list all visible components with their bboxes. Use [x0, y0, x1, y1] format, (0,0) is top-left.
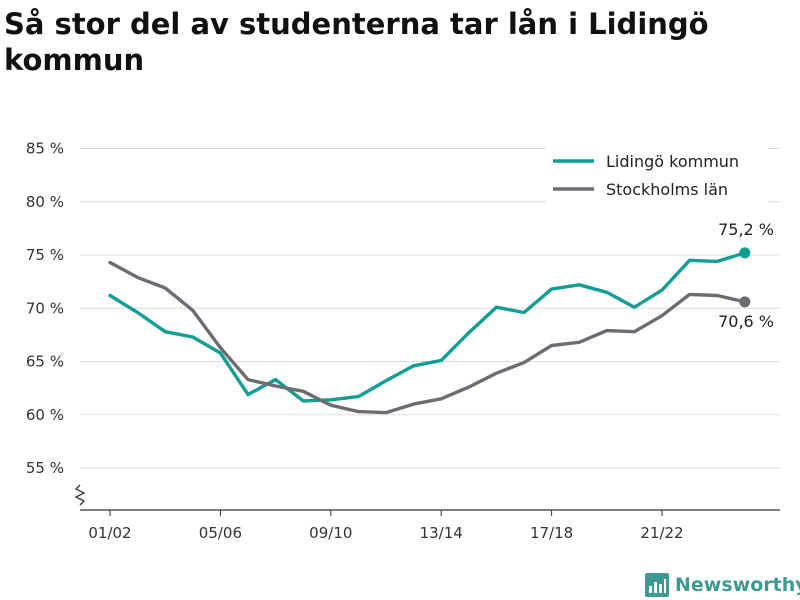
series-line-1 [108, 260, 747, 415]
series-line-0 [108, 251, 747, 403]
x-tick-label: 09/10 [309, 524, 352, 542]
brand-name: Newsworthy [675, 574, 800, 596]
legend-background [546, 146, 768, 204]
y-tick-label: 75 % [26, 246, 64, 264]
y-tick-label: 65 % [26, 353, 64, 371]
y-tick-label: 85 % [26, 140, 64, 158]
y-tick-label: 70 % [26, 299, 64, 317]
x-tick-label: 13/14 [420, 524, 463, 542]
axes: 55 % 60 % 65 % 70 % 75 % 80 % 85 % 01/02 05/06 09… [26, 140, 780, 542]
series-end-label-0: 75,2 % [718, 220, 774, 239]
legend-label-1: Stockholms län [606, 180, 728, 199]
x-tick-label: 05/06 [199, 524, 242, 542]
newsworthy-brand: Newsworthy [645, 570, 800, 600]
bar-chart-logo-icon [645, 573, 669, 597]
y-tick-label: 55 % [26, 459, 64, 477]
legend: Lidingö kommun Stockholms län [546, 146, 768, 204]
x-tick-label: 17/18 [530, 524, 573, 542]
x-tick-label: 21/22 [640, 524, 683, 542]
legend-label-0: Lidingö kommun [606, 152, 739, 171]
series-end-point-0 [739, 247, 751, 259]
chart-title: Så stor del av studenterna tar lån i Lid… [4, 7, 709, 77]
y-tick-label: 80 % [26, 193, 64, 211]
x-tick-label: 01/02 [88, 524, 131, 542]
axis-break-icon [74, 484, 86, 506]
series-end-point-1 [739, 296, 751, 308]
y-tick-label: 60 % [26, 406, 64, 424]
line-chart: 55 % 60 % 65 % 70 % 75 % 80 % 85 % 01/02 05/06 09… [26, 140, 780, 542]
series-lines: 75,2 % 70,6 % [108, 220, 774, 415]
series-end-label-1: 70,6 % [718, 312, 774, 331]
